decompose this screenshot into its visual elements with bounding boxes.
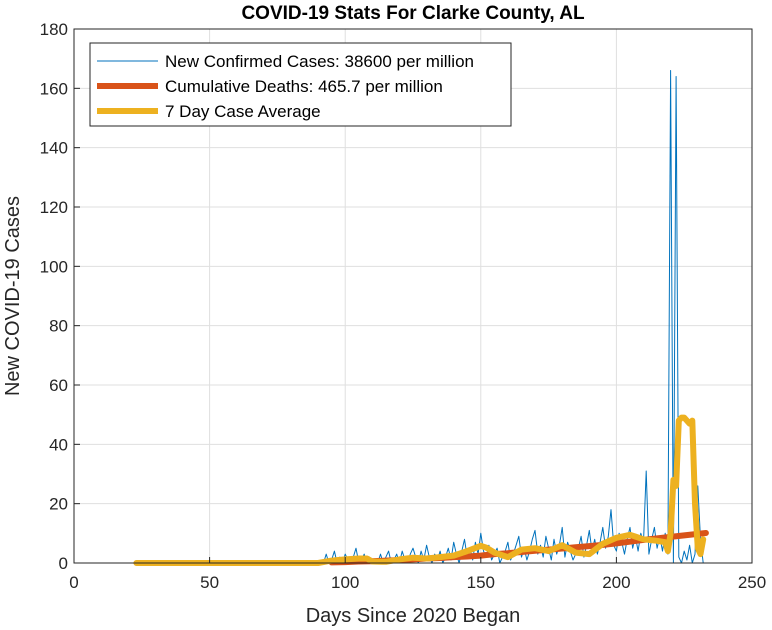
x-tick-label: 250 [738, 573, 766, 592]
y-tick-label: 140 [40, 139, 68, 158]
axis-ticks: 0 50 100 150 200 250 0 20 40 60 80 100 120 140 160 180 [40, 20, 767, 592]
x-tick-label: 0 [69, 573, 78, 592]
plot-series [133, 70, 709, 566]
legend-entry: Cumulative Deaths: 465.7 per million [165, 77, 443, 96]
legend-entry: New Confirmed Cases: 38600 per million [165, 52, 474, 71]
y-tick-label: 120 [40, 198, 68, 217]
legend: New Confirmed Cases: 38600 per million Cu… [89, 42, 512, 127]
x-tick-label: 50 [200, 573, 219, 592]
x-tick-label: 150 [467, 573, 495, 592]
chart-title: COVID-19 Stats For Clarke County, AL [241, 3, 585, 24]
y-tick-label: 40 [49, 435, 68, 454]
legend-entry: 7 Day Case Average [165, 102, 321, 121]
y-tick-label: 180 [40, 20, 68, 39]
x-tick-label: 100 [331, 573, 359, 592]
y-axis-label: New COVID-19 Cases [2, 196, 24, 396]
series-line-7-day-case-average [133, 414, 707, 566]
y-tick-label: 80 [49, 317, 68, 336]
x-axis-label: Days Since 2020 Began [306, 605, 521, 627]
y-tick-label: 60 [49, 376, 68, 395]
y-tick-label: 0 [59, 554, 68, 573]
x-tick-label: 200 [602, 573, 630, 592]
y-tick-label: 100 [40, 257, 68, 276]
plot-area-frame [73, 28, 753, 564]
y-tick-label: 20 [49, 495, 68, 514]
y-tick-label: 160 [40, 79, 68, 98]
legend-box [89, 42, 512, 127]
